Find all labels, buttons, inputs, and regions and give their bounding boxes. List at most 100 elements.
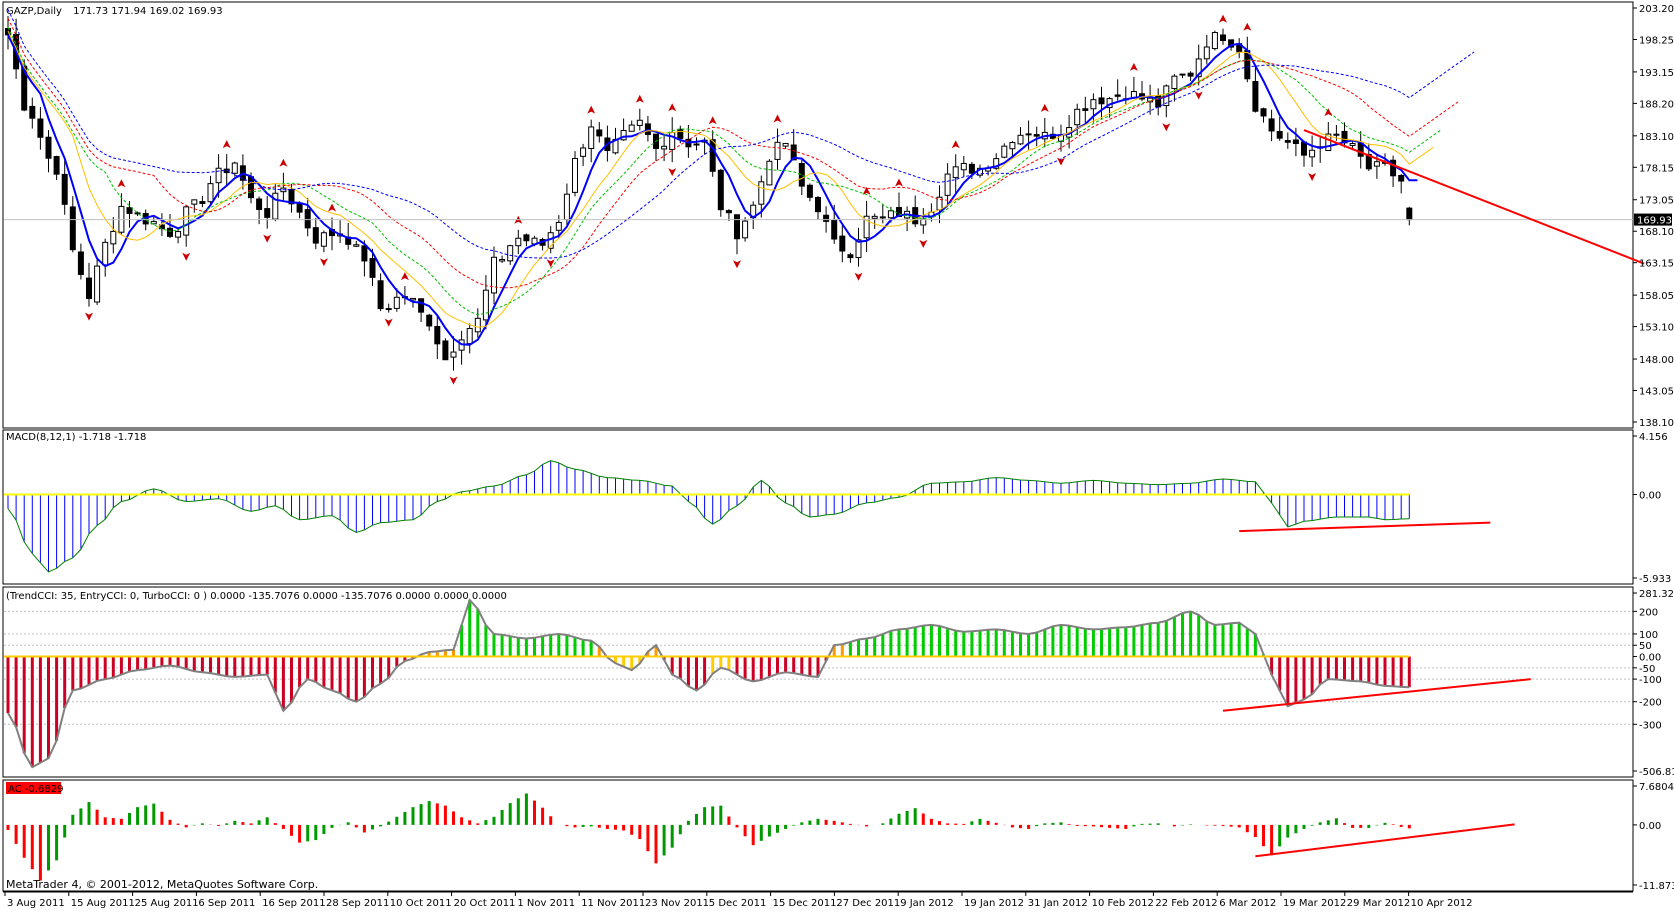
- candle-body: [207, 183, 214, 203]
- candle-body: [879, 216, 886, 219]
- candle-body: [944, 173, 951, 196]
- candle-body: [952, 166, 959, 179]
- ac-tick-label: 7.6804: [1639, 782, 1674, 793]
- candle-body: [1090, 99, 1097, 110]
- price-tick-label: 173.05: [1639, 196, 1674, 207]
- price-tick-label: 163.15: [1639, 259, 1674, 270]
- fractal-up-marker: [635, 94, 644, 103]
- candle-body: [515, 237, 522, 247]
- cci-tick-label: 50: [1639, 641, 1652, 652]
- fractal-down-marker: [854, 272, 863, 281]
- cci-tick-label: -506.8146: [1639, 767, 1674, 778]
- ohlc-readout: 171.73 171.94 169.02 169.93: [73, 6, 223, 17]
- macd-signal-line: [7, 460, 1410, 573]
- candle-body: [1074, 108, 1081, 126]
- candle-body: [1187, 72, 1194, 77]
- candle-body: [69, 206, 76, 251]
- price-tick-label: 203.20: [1639, 4, 1674, 15]
- candle-body: [369, 258, 376, 278]
- candle-body: [1098, 97, 1105, 105]
- x-tick-label: 5 Dec 2011: [709, 898, 767, 909]
- cci-tick-label: -200: [1639, 698, 1662, 709]
- moving-average-line: [7, 34, 1418, 346]
- candle-body: [555, 221, 562, 231]
- candle-body: [1017, 134, 1024, 145]
- candle-body: [1365, 153, 1372, 170]
- candle-body: [1082, 108, 1089, 111]
- candle-body: [1009, 142, 1016, 150]
- panel-frame-price: [2, 1, 1634, 429]
- fractal-up-marker: [1324, 108, 1333, 117]
- candle-body: [1390, 159, 1397, 177]
- x-tick-label: 11 Nov 2011: [581, 898, 645, 909]
- candle-body: [636, 119, 643, 126]
- ac-tick-label: 0.00: [1639, 821, 1661, 832]
- x-tick-label: 28 Sep 2011: [326, 898, 389, 909]
- macd-title: MACD(8,12,1) -1.718 -1.718: [6, 432, 146, 443]
- fractal-down-marker: [668, 168, 677, 177]
- candle-body: [385, 308, 392, 311]
- cci-title: (TrendCCI: 35, EntryCCI: 0, TurboCCI: 0 …: [6, 591, 507, 602]
- panel-frame-ac: [2, 779, 1634, 892]
- cci-tick-label: -50: [1639, 664, 1655, 675]
- candle-body: [199, 201, 206, 204]
- candle-body: [312, 227, 319, 244]
- candle-body: [1228, 39, 1235, 48]
- panel-frame-macd: [2, 429, 1634, 585]
- x-tick-label: 6 Sep 2011: [198, 898, 255, 909]
- candle-body: [1301, 141, 1307, 156]
- fractal-up-marker: [1243, 22, 1252, 31]
- candle-body: [871, 215, 878, 219]
- candle-body: [215, 167, 222, 184]
- fractal-down-marker: [182, 252, 191, 261]
- ac-title-box: [6, 782, 61, 794]
- candle-body: [491, 256, 497, 294]
- candle-body: [1195, 58, 1202, 78]
- moving-average-line: [7, 18, 1459, 289]
- candle-body: [1252, 80, 1259, 112]
- x-tick-label: 23 Nov 2011: [645, 898, 709, 909]
- candle-body: [734, 214, 740, 240]
- candle-body: [410, 297, 416, 301]
- fractal-down-marker: [319, 258, 328, 267]
- candle-body: [993, 158, 1000, 169]
- candle-body: [256, 198, 263, 210]
- candle-body: [1373, 161, 1380, 167]
- fractal-up-marker: [400, 272, 409, 281]
- candle-body: [806, 184, 813, 198]
- candle-body: [920, 218, 927, 226]
- candle-body: [288, 188, 295, 205]
- fractal-up-marker: [328, 203, 336, 212]
- candle-body: [167, 227, 173, 237]
- candle-body: [596, 129, 603, 137]
- moving-average-line: [7, 9, 1475, 259]
- candle-body: [693, 143, 700, 146]
- x-tick-label: 15 Dec 2011: [773, 898, 837, 909]
- candle-body: [1001, 145, 1008, 158]
- fractal-up-marker: [668, 103, 677, 112]
- candle-body: [231, 162, 238, 174]
- candle-body: [45, 136, 52, 159]
- x-tick-label: 10 Apr 2012: [1411, 898, 1473, 909]
- x-tick-label: 10 Feb 2012: [1092, 898, 1154, 909]
- candle-body: [709, 139, 716, 172]
- fractal-down-marker: [1162, 123, 1171, 132]
- symbol-label: GAZP,Daily: [6, 6, 62, 17]
- fractal-up-marker: [1219, 14, 1227, 23]
- x-tick-label: 9 Jan 2012: [900, 898, 954, 909]
- candle-body: [1333, 133, 1340, 136]
- candle-body: [855, 239, 862, 259]
- macd-tick-label: 0.00: [1639, 490, 1661, 501]
- cci-tick-label: 100: [1639, 630, 1658, 641]
- price-chart-title: GAZP,Daily 171.73 171.94 169.02 169.93: [6, 6, 223, 17]
- candle-body: [790, 144, 797, 161]
- fractal-down-marker: [1194, 91, 1203, 100]
- fractal-up-marker: [708, 116, 717, 125]
- candle-body: [264, 208, 271, 218]
- fractal-down-marker: [733, 260, 741, 269]
- candle-body: [482, 289, 489, 321]
- candle-body: [774, 141, 781, 160]
- candle-body: [580, 147, 587, 157]
